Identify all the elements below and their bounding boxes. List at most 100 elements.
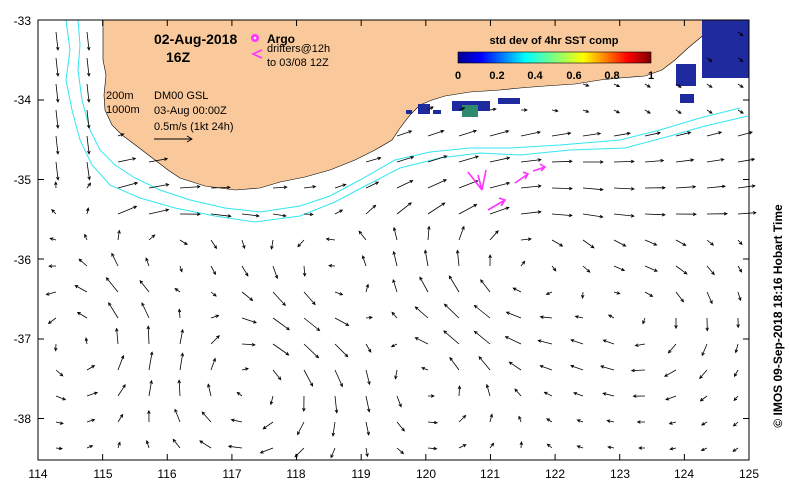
current-vector-arrow (85, 207, 90, 215)
current-vector-arrow (115, 327, 119, 345)
current-vector-arrow (396, 447, 405, 455)
current-vector-arrow (78, 258, 88, 267)
current-vector-arrow (334, 317, 350, 326)
latitude-axis: -33 -34 -35 -36 -37 -38 (14, 14, 32, 426)
current-vector-arrow (508, 361, 522, 371)
current-vector-arrow (488, 254, 492, 267)
current-vector-arrow (613, 159, 635, 164)
argo-legend-label: Argo (267, 32, 295, 46)
current-vector-arrow (458, 444, 467, 449)
current-vector-arrow (179, 185, 201, 189)
current-vector-arrow (427, 202, 446, 215)
current-vector-arrow (334, 183, 347, 189)
current-vector-arrow (392, 278, 398, 293)
lat-tick-label: -35 (14, 173, 32, 187)
current-vector-arrow (458, 225, 465, 241)
current-vector-arrow (365, 395, 371, 413)
current-vector-arrow (117, 354, 125, 371)
current-vector-arrow (396, 130, 413, 137)
lat-tick-label: -36 (14, 253, 32, 267)
current-vector-arrow (489, 130, 510, 137)
current-vector-arrow (361, 255, 367, 267)
current-vector-arrow (259, 447, 274, 454)
current-vector-arrow (539, 315, 553, 319)
current-vector-arrow (599, 365, 615, 371)
current-vector-arrow (489, 206, 510, 215)
current-vector-arrow (210, 239, 218, 250)
current-vector-arrow (602, 392, 615, 397)
current-vector-arrow (613, 239, 627, 247)
lon-tick-label: 125 (739, 467, 759, 481)
current-vector-arrow (489, 156, 511, 163)
current-vector-arrow (272, 213, 287, 218)
current-vector-arrow (545, 291, 553, 295)
current-vector-arrow (86, 31, 91, 51)
current-vector-arrow (47, 317, 57, 324)
current-vector-arrow (48, 264, 57, 268)
current-vector-arrow (706, 211, 728, 216)
current-vector-arrow (147, 409, 151, 423)
current-vector-arrow (607, 445, 615, 450)
current-vector-arrow (427, 129, 445, 137)
current-vector-arrow (117, 205, 138, 215)
current-vector-arrow (427, 420, 439, 425)
current-vector-arrow (737, 265, 743, 273)
current-vector-arrow (365, 369, 371, 386)
current-vector-arrow (207, 383, 212, 397)
current-vector-arrow (117, 441, 121, 449)
current-vector-arrow (330, 447, 336, 459)
current-vector-arrow (108, 301, 119, 319)
current-vector-arrow (86, 83, 91, 103)
current-vector-arrow (84, 337, 89, 345)
current-vector-arrow (668, 421, 677, 425)
map-hour: 16Z (166, 49, 191, 65)
current-vector-arrow (449, 356, 460, 371)
contour-200m-label: 200m (106, 90, 134, 102)
current-vector-arrow (201, 411, 212, 423)
current-vector-arrow (458, 129, 478, 137)
current-vector-arrow (334, 291, 344, 296)
current-vector-arrow (733, 395, 739, 402)
current-vector-arrow (241, 317, 257, 324)
current-vector-arrow (701, 421, 708, 426)
lat-tick-label: -37 (14, 332, 32, 346)
axis-ticks (37, 19, 750, 460)
imos-credit: © IMOS 09-Sep-2018 18:16 Hobart Time (771, 204, 785, 428)
current-vector-arrow (210, 314, 220, 319)
current-vector-arrow (86, 135, 91, 155)
current-vector-arrow (706, 291, 713, 305)
current-vector-arrow (45, 291, 57, 296)
current-vector-arrow (737, 291, 742, 302)
current-vector-arrow (520, 130, 541, 137)
current-vector-arrow (423, 249, 429, 267)
current-vector-arrow (443, 303, 460, 319)
current-vector-arrow (146, 325, 151, 345)
current-vector-arrow (272, 185, 288, 190)
current-vector-arrow (365, 421, 370, 436)
current-vector-arrow (737, 131, 753, 137)
current-vector-arrow (272, 369, 282, 381)
current-vector-arrow (148, 234, 156, 241)
current-vector-arrow (396, 202, 412, 215)
lat-tick-label: -34 (14, 93, 32, 107)
current-vector-arrow (489, 442, 495, 449)
current-vector-arrow (663, 369, 677, 377)
current-vector-arrow (520, 260, 526, 267)
current-vector-arrow (86, 391, 99, 397)
current-vector-arrow (148, 379, 153, 397)
current-vector-arrow (84, 233, 88, 241)
current-vector-arrow (74, 285, 88, 293)
current-vector-arrow (303, 212, 314, 217)
drifter-track-arrow (514, 171, 530, 184)
current-vector-arrow (145, 257, 150, 267)
current-vector-arrow (241, 265, 249, 277)
current-vector-arrow (675, 83, 682, 88)
current-vector-arrow (391, 311, 398, 319)
current-vector-arrow (518, 415, 522, 423)
current-vector-arrow (642, 317, 646, 325)
current-vector-arrow (179, 212, 201, 216)
current-vector-arrow (582, 132, 602, 137)
colorbar-tick-label: 0.6 (566, 70, 581, 82)
current-vector-arrow (272, 317, 290, 331)
current-vector-arrow (272, 291, 286, 307)
